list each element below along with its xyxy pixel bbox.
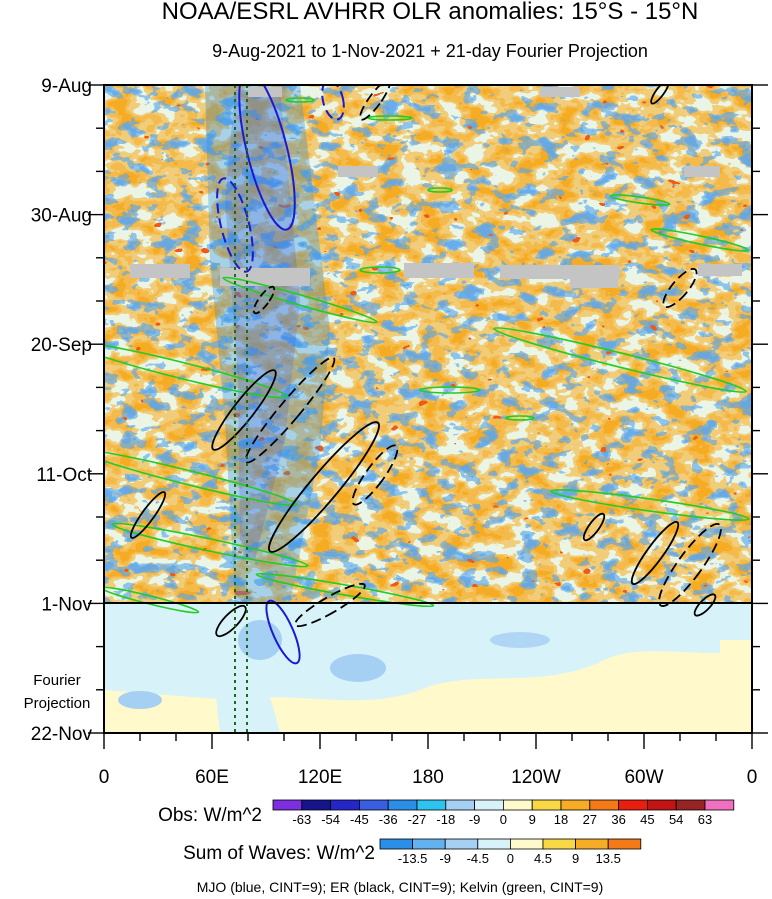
plot-area — [88, 84, 768, 749]
y-tick-label: 9-Aug — [41, 76, 92, 97]
y-tick-label: 20-Sep — [31, 335, 92, 356]
obs-legend-value: 45 — [640, 812, 654, 827]
obs-legend-swatch — [445, 799, 475, 811]
x-tick-label: 120W — [511, 767, 561, 788]
waves-legend-swatch — [607, 838, 642, 850]
waves-legend: Sum of Waves: W/m^2 -13.5 -9 -4.5 0 4.5 9 13.5 — [183, 838, 642, 866]
obs-legend-swatch — [301, 799, 331, 811]
waves-legend-swatch — [542, 838, 576, 850]
waves-legend-value: 0 — [507, 851, 514, 866]
obs-legend-value: -36 — [379, 812, 398, 827]
waves-legend-swatch — [509, 838, 544, 850]
x-tick-label: 0 — [99, 767, 110, 788]
obs-legend-swatch — [675, 799, 706, 811]
obs-legend-swatch — [647, 799, 677, 811]
obs-legend-swatch — [272, 799, 303, 811]
x-tick-label: 120E — [298, 767, 342, 788]
y-tick-label: 30-Aug — [31, 206, 92, 227]
chart-title: NOAA/ESRL AVHRR OLR anomalies: 15°S - 15… — [162, 0, 699, 25]
projection-label-line2: Projection — [24, 695, 91, 712]
x-axis-labels: 0 60E 120E 180 120W 60W 0 — [99, 767, 758, 788]
obs-legend-value: 54 — [669, 812, 683, 827]
waves-legend-swatch — [477, 838, 511, 850]
obs-legend-value: -9 — [469, 812, 481, 827]
obs-legend-value: 18 — [554, 812, 568, 827]
obs-legend-value: 63 — [698, 812, 712, 827]
obs-legend-value: 36 — [611, 812, 625, 827]
x-tick-label: 0 — [747, 767, 758, 788]
chart-subtitle: 9-Aug-2021 to 1-Nov-2021 + 21-day Fourie… — [212, 41, 648, 61]
obs-legend-value: -45 — [350, 812, 369, 827]
y-tick-label: 1-Nov — [41, 594, 92, 615]
obs-legend-value: -27 — [408, 812, 427, 827]
waves-legend-value: -4.5 — [467, 851, 489, 866]
obs-legend: Obs: W/m^2 -63 -54 -45 -36 -27 -18 -9 0 9 18 27 36 4… — [158, 799, 735, 827]
x-tick-label: 60E — [195, 767, 229, 788]
obs-legend-swatch — [474, 799, 504, 811]
obs-legend-swatch — [330, 799, 360, 811]
obs-legend-value: 9 — [529, 812, 536, 827]
obs-legend-value: -63 — [292, 812, 311, 827]
obs-legend-swatch — [560, 799, 591, 811]
waves-legend-value: 4.5 — [534, 851, 552, 866]
waves-legend-value: 13.5 — [596, 851, 621, 866]
obs-legend-value: 27 — [583, 812, 597, 827]
waves-legend-swatch — [444, 838, 479, 850]
x-tick-label: 60W — [624, 767, 663, 788]
obs-legend-swatch — [704, 799, 735, 811]
y-axis-labels: 9-Aug 30-Aug 20-Sep 11-Oct 1-Nov 22-Nov — [31, 76, 93, 745]
projection-label-line1: Fourier — [33, 672, 81, 689]
waves-legend-value: 9 — [572, 851, 579, 866]
waves-legend-value: -9 — [439, 851, 451, 866]
waves-legend-label: Sum of Waves: W/m^2 — [183, 843, 375, 864]
waves-legend-swatch — [412, 838, 446, 850]
x-tick-label: 180 — [412, 767, 444, 788]
y-tick-label: 11-Oct — [36, 465, 92, 486]
obs-legend-swatch — [531, 799, 562, 811]
obs-legend-value: -54 — [321, 812, 340, 827]
obs-legend-swatch — [416, 799, 447, 811]
obs-legend-swatch — [502, 799, 533, 811]
obs-legend-swatch — [358, 799, 389, 811]
waves-legend-swatch — [379, 838, 413, 850]
obs-legend-value: 0 — [500, 812, 507, 827]
obs-legend-swatch — [589, 799, 619, 811]
obs-legend-swatch — [618, 799, 648, 811]
obs-legend-swatch — [387, 799, 418, 811]
waves-legend-swatch — [575, 838, 609, 850]
obs-legend-value: -18 — [436, 812, 455, 827]
obs-legend-label: Obs: W/m^2 — [158, 805, 262, 826]
y-tick-label: 22-Nov — [31, 724, 93, 745]
waves-legend-value: -13.5 — [398, 851, 428, 866]
wave-contour-footnote: MJO (blue, CINT=9); ER (black, CINT=9); … — [197, 879, 604, 895]
